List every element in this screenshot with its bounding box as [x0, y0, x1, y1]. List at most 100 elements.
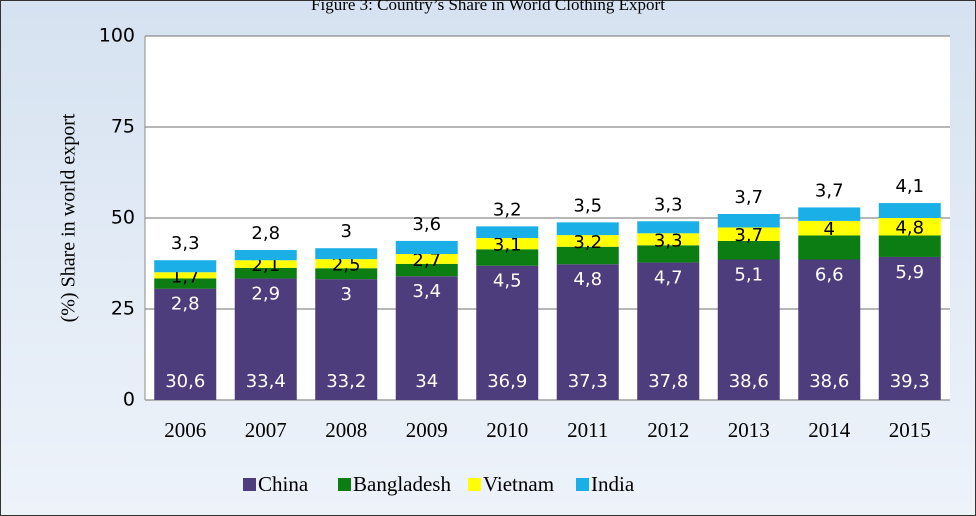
data-label: 4,7: [654, 267, 683, 288]
bar-segment: [395, 263, 458, 277]
data-label: 37,3: [568, 371, 608, 392]
y-tick-label: 75: [111, 116, 135, 138]
data-label: 3,7: [734, 187, 763, 208]
bar-segment: [637, 221, 700, 234]
data-label: 3,3: [171, 233, 200, 254]
x-tick-label: 2010: [486, 418, 528, 442]
bar-segment: [154, 288, 217, 400]
data-label: 2,8: [171, 294, 200, 315]
x-tick-label: 2008: [325, 418, 367, 442]
data-label: 2,8: [251, 223, 280, 244]
bar-segment: [878, 256, 941, 400]
data-label: 2,9: [251, 283, 280, 304]
data-label: 33,2: [326, 371, 366, 392]
legend-swatch: [338, 478, 351, 491]
x-tick-label: 2006: [164, 418, 206, 442]
bar-segment: [234, 260, 297, 268]
x-tick-label: 2015: [889, 418, 931, 442]
data-label: 3,1: [493, 235, 522, 256]
bar-segment: [154, 260, 217, 273]
bar-segment: [717, 259, 780, 400]
y-axis-label: (%) Share in world export: [58, 113, 80, 322]
bar-segment: [717, 227, 780, 241]
bar-segment: [717, 240, 780, 260]
data-label: 2,7: [412, 250, 441, 271]
data-label: 3: [341, 284, 352, 305]
bar-segment: [798, 235, 861, 260]
bar-segment: [234, 250, 297, 261]
bar-segment: [717, 213, 780, 228]
y-tick-label: 100: [99, 25, 135, 47]
data-label: 34: [415, 371, 438, 392]
bar-segment: [476, 238, 539, 250]
bar-segment: [878, 235, 941, 257]
data-label: 37,8: [648, 371, 688, 392]
bar-segment: [154, 278, 217, 289]
legend-label: Bangladesh: [353, 472, 451, 496]
bar-segment: [315, 279, 378, 400]
bar-segment: [234, 267, 297, 279]
x-tick-label: 2014: [808, 418, 851, 442]
bar-segment: [234, 278, 297, 400]
x-tick-label: 2009: [406, 418, 448, 442]
data-label: 39,3: [890, 371, 930, 392]
legend-label: India: [591, 472, 635, 496]
data-label: 3,5: [573, 195, 602, 216]
data-label: 3,7: [734, 225, 763, 246]
x-tick-label: 2011: [567, 418, 608, 442]
legend-label: China: [258, 472, 309, 496]
bar-segment: [556, 246, 619, 265]
data-label: 3,3: [654, 194, 683, 215]
bar-segment: [476, 226, 539, 239]
y-tick-label: 50: [111, 207, 135, 229]
bar-segment: [315, 259, 378, 269]
bar-segment: [395, 240, 458, 255]
bar-segment: [637, 233, 700, 246]
data-label: 4,8: [573, 269, 602, 290]
data-label: 33,4: [246, 371, 286, 392]
bar-segment: [315, 268, 378, 280]
y-tick-label: 0: [123, 389, 135, 411]
data-label: 38,6: [729, 371, 769, 392]
data-label: 3,4: [412, 281, 441, 302]
x-tick-label: 2012: [647, 418, 689, 442]
bar-segment: [556, 235, 619, 247]
bar-segment: [395, 254, 458, 264]
data-label: 2,1: [251, 255, 280, 276]
y-tick-label: 25: [111, 298, 135, 320]
bar-segment: [395, 276, 458, 400]
legend-swatch: [468, 478, 481, 491]
bar-segment: [798, 259, 861, 400]
legend-swatch: [243, 478, 256, 491]
bar-segment: [798, 220, 861, 236]
legend-label: Vietnam: [483, 472, 554, 496]
bar-segment: [798, 207, 861, 221]
data-label: 3,6: [412, 214, 441, 235]
bar-segment: [637, 245, 700, 263]
bar-segment: [556, 264, 619, 400]
x-tick-label: 2013: [728, 418, 770, 442]
data-label: 36,9: [487, 371, 527, 392]
data-label: 3,3: [654, 230, 683, 251]
data-label: 4,1: [895, 176, 924, 197]
data-label: 3,2: [573, 232, 602, 253]
bar-segment: [637, 262, 700, 400]
data-label: 30,6: [165, 371, 205, 392]
data-label: 4: [824, 219, 835, 240]
data-label: 4,5: [493, 271, 522, 292]
data-label: 38,6: [809, 371, 849, 392]
bar-segment: [476, 265, 539, 400]
bar-segment: [315, 248, 378, 260]
data-label: 5,9: [895, 262, 924, 283]
bar-segment: [556, 222, 619, 236]
legend-swatch: [576, 478, 589, 491]
data-label: 2,5: [332, 255, 361, 276]
x-tick-label: 2007: [245, 418, 287, 442]
chart-title: Figure 3: Country’s Share in World Cloth…: [311, 0, 665, 14]
bar-segment: [878, 218, 941, 236]
bar-segment: [878, 203, 941, 218]
data-label: 6,6: [815, 264, 844, 285]
data-label: 3,2: [493, 199, 522, 220]
data-label: 3: [341, 221, 352, 242]
